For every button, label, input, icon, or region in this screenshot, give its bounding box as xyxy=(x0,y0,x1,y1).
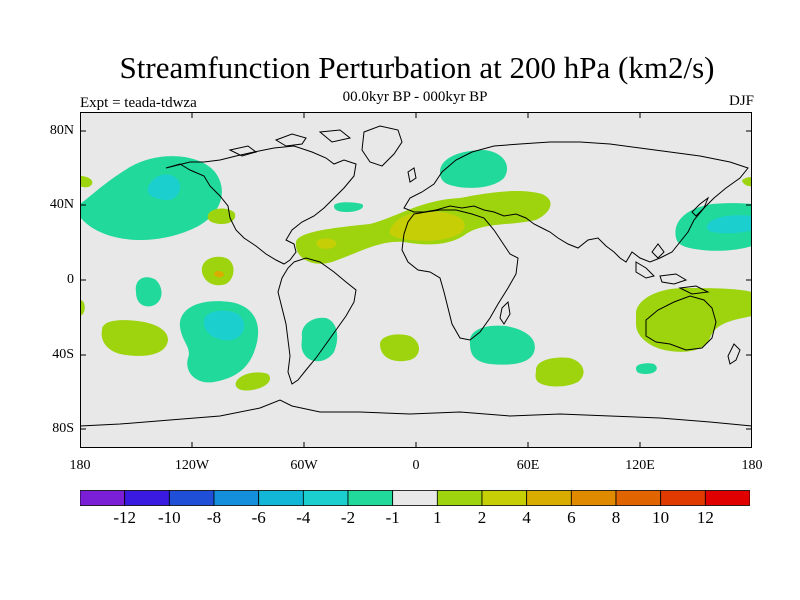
colorbar xyxy=(80,490,750,506)
lon-label-180-west: 180 xyxy=(69,458,91,473)
coastline-south-america xyxy=(277,257,357,385)
lat-label-40s: 40S xyxy=(52,347,74,362)
colorbar-label: -1 xyxy=(385,508,400,527)
coastline-greenland xyxy=(361,125,403,167)
lon-label-60w: 60W xyxy=(290,458,318,473)
lat-label-0: 0 xyxy=(67,272,74,287)
colorbar-label: -12 xyxy=(113,508,136,527)
lon-label-180-east: 180 xyxy=(741,458,763,473)
contour-indian-neg xyxy=(469,325,535,365)
contour-tropical-pacific-neg xyxy=(135,277,162,307)
colorbar-box xyxy=(436,490,483,506)
contour-east-edge-north xyxy=(742,177,752,187)
coastline-new-zealand xyxy=(727,343,741,365)
contour-south-atlantic-pos xyxy=(380,334,419,362)
lon-label-120w: 120W xyxy=(174,458,210,473)
map-title: Streamfunction Perturbation at 200 hPa (… xyxy=(119,50,715,85)
colorbar-label: -4 xyxy=(296,508,311,527)
coastline-maritime xyxy=(635,243,710,295)
contour-australia-pos xyxy=(636,288,752,352)
experiment-label: Expt = teada-tdwza xyxy=(80,95,197,111)
lat-label-80s: 80S xyxy=(52,421,74,436)
contour-saharan-core xyxy=(389,211,465,241)
colorbar-box xyxy=(80,490,126,506)
coastline-british-isles xyxy=(407,167,417,183)
contour-atlantic-core xyxy=(316,238,337,249)
lat-label-80n: 80N xyxy=(49,123,74,138)
coastlines xyxy=(80,125,752,427)
colorbar-box xyxy=(124,490,170,506)
colorbar-box xyxy=(570,490,617,506)
lon-label-120e: 120E xyxy=(625,458,655,473)
colorbar-box xyxy=(615,490,662,506)
colorbar-box xyxy=(302,490,349,506)
contour-tropical-pacific-core xyxy=(214,271,224,278)
colorbar-label: 12 xyxy=(696,508,714,527)
coastline-arctic-islands xyxy=(228,129,352,157)
colorbar-label: 4 xyxy=(522,508,531,527)
time-range-subtitle: 00.0kyr BP - 000kyr BP xyxy=(342,89,488,105)
lat-label-40n: 40N xyxy=(49,197,74,212)
coastline-madagascar xyxy=(499,300,511,325)
contour-tropical-pacific-pos xyxy=(201,256,234,286)
colorbar-label: 1 xyxy=(433,508,442,527)
contour-southern-indian-pos xyxy=(535,357,584,387)
colorbar-box xyxy=(526,490,572,506)
map-frame xyxy=(80,112,752,448)
coastline-eurasia xyxy=(403,141,749,263)
colorbar-label: 6 xyxy=(567,508,576,527)
colorbar-label: 10 xyxy=(652,508,670,527)
contour-west-edge-north xyxy=(80,176,93,188)
colorbar-label: -10 xyxy=(157,508,181,527)
colorbar-label: -8 xyxy=(206,508,222,527)
contour-west-pacific-core xyxy=(706,215,752,234)
colorbar-box xyxy=(258,490,304,506)
contour-patagonia-pos xyxy=(235,372,271,391)
lon-label-0: 0 xyxy=(412,458,420,473)
season-label: DJF xyxy=(728,93,754,109)
coastline-north-america xyxy=(165,145,357,265)
colorbar-box xyxy=(704,490,750,506)
contour-fills xyxy=(80,150,752,391)
coastline-antarctica xyxy=(80,399,752,427)
streamfunction-map xyxy=(80,112,752,448)
contour-north-pacific-neg xyxy=(80,156,222,240)
contour-south-pacific-core xyxy=(203,310,245,341)
coastline-australia xyxy=(645,295,717,351)
colorbar-box xyxy=(168,490,215,506)
colorbar-box xyxy=(347,490,394,506)
contour-west-edge-south xyxy=(80,300,85,316)
colorbar-label: 2 xyxy=(477,508,487,527)
contour-south-pacific-pos xyxy=(101,320,168,356)
colorbar-box xyxy=(392,490,438,506)
lon-label-60e: 60E xyxy=(516,458,540,473)
contour-mid-atlantic-neg xyxy=(334,202,364,212)
contour-south-atlantic-neg xyxy=(301,317,338,362)
colorbar-label: 8 xyxy=(611,508,621,527)
colorbar-box xyxy=(213,490,260,506)
contour-tasman-neg xyxy=(636,363,657,374)
contour-north-pacific-core xyxy=(147,174,181,201)
colorbar-box xyxy=(660,490,706,506)
colorbar-label: -6 xyxy=(251,508,266,527)
coastline-africa xyxy=(401,209,519,341)
contour-pacific-pos-small xyxy=(207,208,236,224)
colorbar-box xyxy=(481,490,528,506)
coastline-japan xyxy=(691,196,710,217)
colorbar-label: -2 xyxy=(340,508,356,527)
